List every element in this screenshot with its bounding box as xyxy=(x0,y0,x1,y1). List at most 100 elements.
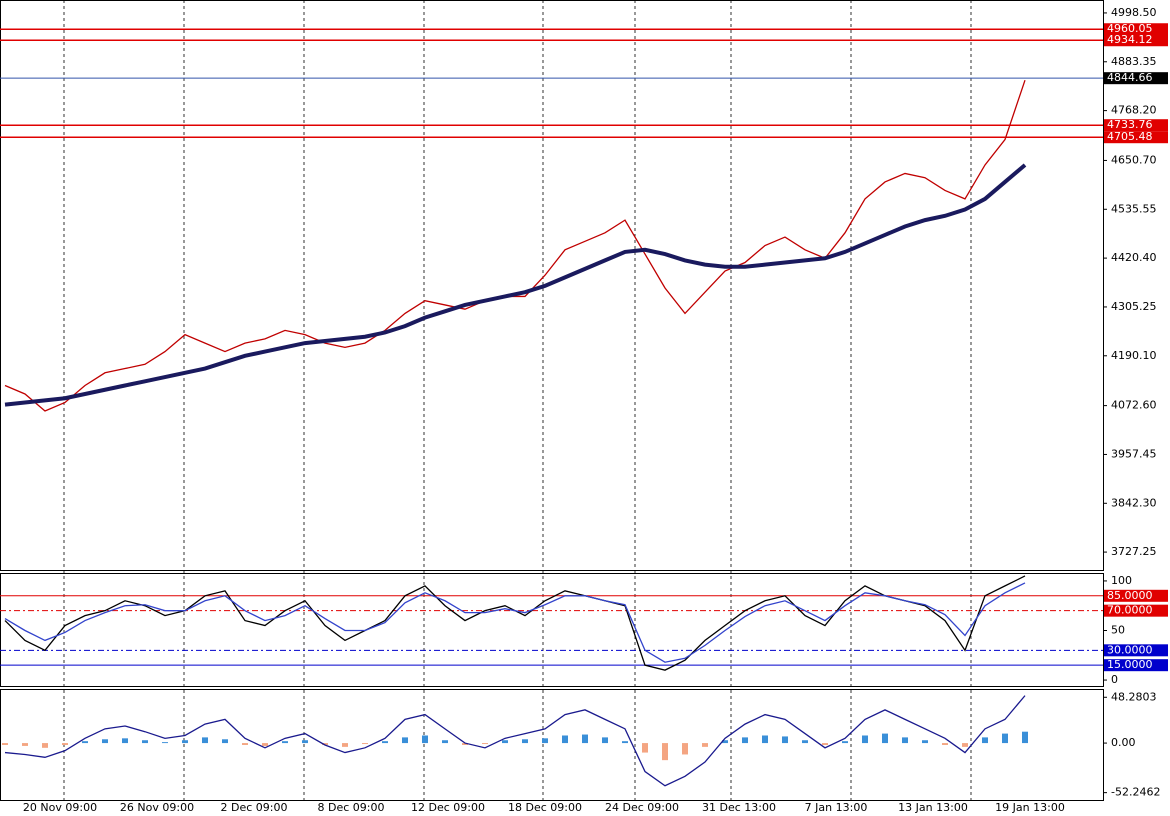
histogram-bar xyxy=(302,740,308,744)
histogram-bar xyxy=(102,739,108,744)
series-line xyxy=(4,582,1026,663)
level-tag xyxy=(1104,604,1168,617)
x-tick-label: 24 Dec 09:00 xyxy=(605,801,679,814)
histogram-bar xyxy=(422,735,428,744)
series-line xyxy=(4,79,1026,412)
histogram-bar xyxy=(922,740,928,744)
level-tag xyxy=(1104,34,1168,47)
y-tick-label: 4305.25 xyxy=(1111,300,1157,313)
y-tick-label: 3957.45 xyxy=(1111,447,1157,460)
y-tick-label: 4420.40 xyxy=(1111,251,1157,264)
histogram-bar xyxy=(682,743,688,755)
y-tick-label: 4998.50 xyxy=(1111,6,1157,19)
histogram-bar xyxy=(242,743,248,745)
histogram-bar xyxy=(762,735,768,744)
level-tag-label: 4934.12 xyxy=(1107,33,1153,46)
histogram-bar xyxy=(622,741,628,744)
y-tick-label: 100 xyxy=(1111,574,1132,587)
y-tick-label: 4535.55 xyxy=(1111,202,1157,215)
y-tick-label: 4190.10 xyxy=(1111,349,1157,362)
x-tick-label: 26 Nov 09:00 xyxy=(120,801,194,814)
level-tag-label: 70.0000 xyxy=(1107,604,1153,617)
series-line xyxy=(4,695,1026,787)
histogram-bar xyxy=(1002,733,1008,744)
y-tick-label: 50 xyxy=(1111,623,1125,636)
histogram-bar xyxy=(982,737,988,744)
histogram-bar xyxy=(862,735,868,744)
histogram-bar xyxy=(182,740,188,744)
histogram-bar xyxy=(1022,731,1028,744)
level-tag-label: 15.0000 xyxy=(1107,658,1153,671)
histogram-bar xyxy=(322,743,328,745)
histogram-bar xyxy=(222,739,228,744)
histogram-bar xyxy=(882,733,888,744)
histogram-bar xyxy=(142,740,148,744)
histogram-bar xyxy=(282,741,288,744)
level-tag xyxy=(1104,589,1168,602)
histogram-bar xyxy=(22,743,28,746)
x-tick-label: 20 Nov 09:00 xyxy=(23,801,97,814)
histogram-bar xyxy=(802,740,808,744)
histogram-bar xyxy=(162,742,168,744)
histogram-bar xyxy=(642,743,648,753)
histogram-bar xyxy=(62,743,68,745)
y-tick-label: 4650.70 xyxy=(1111,153,1157,166)
histogram-bar xyxy=(82,741,88,744)
histogram-bar xyxy=(962,743,968,747)
level-tag-label: 4844.66 xyxy=(1107,71,1153,84)
level-tag-label: 4705.48 xyxy=(1107,130,1153,143)
x-tick-label: 31 Dec 13:00 xyxy=(702,801,776,814)
level-tag-label: 85.0000 xyxy=(1107,589,1153,602)
histogram-bar xyxy=(822,743,828,745)
histogram-bar xyxy=(842,741,848,744)
level-tag-label: 4960.05 xyxy=(1107,22,1153,35)
histogram-bar xyxy=(442,740,448,744)
level-tag xyxy=(1104,23,1168,36)
panel-border xyxy=(0,689,1104,801)
y-tick-label: 0 xyxy=(1111,673,1118,686)
histogram-bar xyxy=(522,739,528,744)
histogram-bar xyxy=(42,743,48,748)
histogram-bar xyxy=(462,743,468,745)
histogram-bar xyxy=(122,738,128,744)
x-tick-label: 7 Jan 13:00 xyxy=(805,801,868,814)
y-tick-label: 3842.30 xyxy=(1111,496,1157,509)
histogram-bar xyxy=(722,740,728,744)
x-tick-label: 12 Dec 09:00 xyxy=(411,801,485,814)
histogram-bar xyxy=(942,743,948,745)
histogram-bar xyxy=(502,740,508,744)
y-tick-label: 4768.20 xyxy=(1111,104,1157,117)
x-tick-label: 13 Jan 13:00 xyxy=(898,801,968,814)
y-tick-label: 3727.25 xyxy=(1111,545,1157,558)
histogram-bar xyxy=(202,737,208,744)
x-tick-label: 2 Dec 09:00 xyxy=(221,801,288,814)
x-tick-label: 19 Jan 13:00 xyxy=(995,801,1065,814)
histogram-bar xyxy=(702,743,708,747)
x-tick-label: 18 Dec 09:00 xyxy=(508,801,582,814)
x-tick-label: 8 Dec 09:00 xyxy=(318,801,385,814)
histogram-bar xyxy=(902,737,908,744)
y-tick-label: -52.2462 xyxy=(1111,786,1160,799)
histogram-bar xyxy=(482,743,488,745)
level-tag xyxy=(1104,644,1168,657)
histogram-bar xyxy=(362,743,368,745)
level-tag xyxy=(1104,72,1168,85)
level-tag xyxy=(1104,659,1168,672)
histogram-bar xyxy=(342,743,348,747)
histogram-bar xyxy=(742,737,748,744)
y-tick-label: 4883.35 xyxy=(1111,55,1157,68)
y-tick-label: 0.00 xyxy=(1111,736,1136,749)
histogram-bar xyxy=(782,736,788,744)
histogram-bar xyxy=(262,743,268,746)
histogram-bar xyxy=(562,735,568,744)
level-tag-label: 30.0000 xyxy=(1107,643,1153,656)
series-line xyxy=(4,163,1027,407)
histogram-bar xyxy=(2,743,8,745)
histogram-bar xyxy=(402,737,408,744)
histogram-bar xyxy=(602,737,608,744)
level-tag xyxy=(1104,119,1168,132)
level-tag xyxy=(1104,131,1168,144)
histogram-bar xyxy=(382,741,388,744)
